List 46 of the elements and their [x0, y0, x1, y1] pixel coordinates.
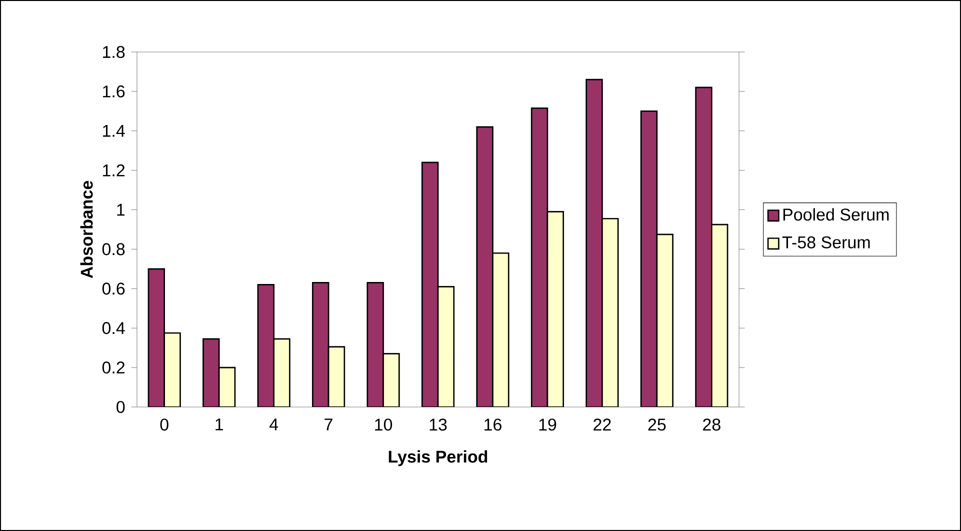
- bar: [328, 346, 346, 407]
- x-tick-label: 1: [216, 418, 223, 430]
- bar: [602, 218, 619, 407]
- bar: [492, 252, 510, 407]
- bar: [695, 86, 712, 407]
- x-tick-label: 25: [648, 418, 666, 431]
- x-tick-label: 22: [594, 418, 611, 430]
- y-tick-label: 0.4: [102, 322, 125, 334]
- bar: [586, 78, 603, 407]
- bar: [164, 332, 181, 407]
- bar: [219, 368, 235, 407]
- y-tick-label: 1.4: [103, 125, 125, 137]
- legend-label: T-58 Serum: [782, 236, 870, 248]
- y-tick-label: 0.6: [102, 282, 125, 295]
- x-tick-label: 28: [703, 418, 720, 431]
- x-axis-title: Lysis Period: [388, 450, 488, 466]
- x-tick-label: 4: [269, 418, 278, 430]
- y-tick-label: 0: [116, 400, 125, 414]
- bar: [476, 126, 494, 407]
- x-tick-label: 10: [375, 418, 392, 431]
- bar: [437, 286, 455, 407]
- y-tick-label: 0.8: [102, 243, 125, 256]
- y-tick-label: 1.2: [103, 164, 124, 176]
- bar: [656, 234, 674, 407]
- bar: [257, 284, 274, 407]
- bar: [530, 108, 548, 407]
- y-tick-label: 1: [117, 204, 125, 216]
- x-tick-label: 19: [539, 418, 556, 431]
- y-tick-label: 1.8: [103, 46, 125, 58]
- bar: [546, 211, 564, 407]
- y-axis-title: Absorbance: [80, 180, 93, 278]
- bar: [710, 224, 728, 407]
- y-tick-label: 1.6: [103, 85, 125, 98]
- bar: [312, 282, 330, 407]
- bar: [148, 268, 166, 407]
- x-tick-label: 7: [324, 418, 332, 430]
- bar: [421, 162, 439, 407]
- x-tick-label: 13: [430, 418, 447, 431]
- x-tick-label: 16: [484, 418, 502, 431]
- bar: [640, 110, 658, 407]
- bar: [203, 338, 220, 407]
- legend-label: Pooled Serum: [783, 208, 889, 221]
- x-tick-label: 0: [160, 418, 168, 431]
- bar: [273, 338, 290, 407]
- bar: [366, 282, 384, 407]
- y-tick-label: 0.2: [102, 362, 124, 374]
